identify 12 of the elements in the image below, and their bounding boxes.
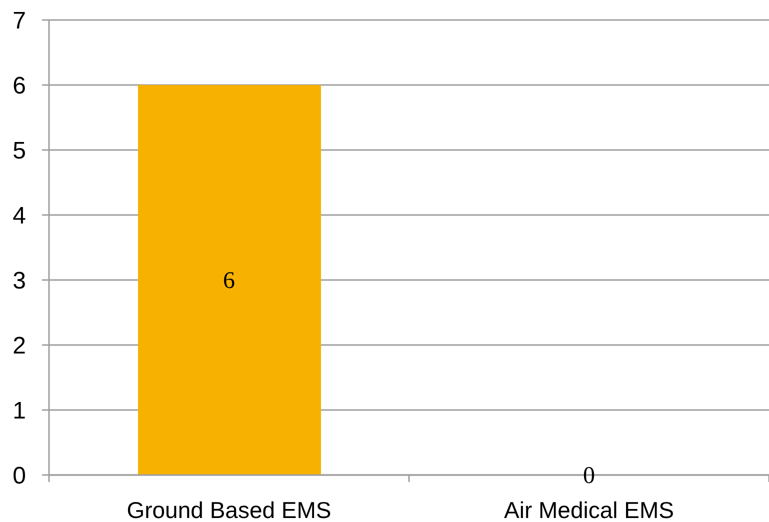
y-tick-label: 5: [12, 138, 26, 165]
data-label: 6: [223, 268, 235, 294]
y-tick-label: 3: [12, 268, 26, 295]
y-tick-label: 4: [12, 202, 26, 230]
y-tick-label: 6: [12, 72, 26, 100]
x-tick-label: Air Medical EMS: [504, 497, 674, 522]
y-tick-label: 7: [12, 8, 26, 35]
y-tick-label: 0: [12, 462, 26, 490]
y-tick-label: 1: [12, 398, 26, 425]
data-label: 0: [583, 463, 595, 489]
x-tick-label: Ground Based EMS: [126, 497, 332, 522]
y-tick-label: 2: [12, 332, 26, 360]
